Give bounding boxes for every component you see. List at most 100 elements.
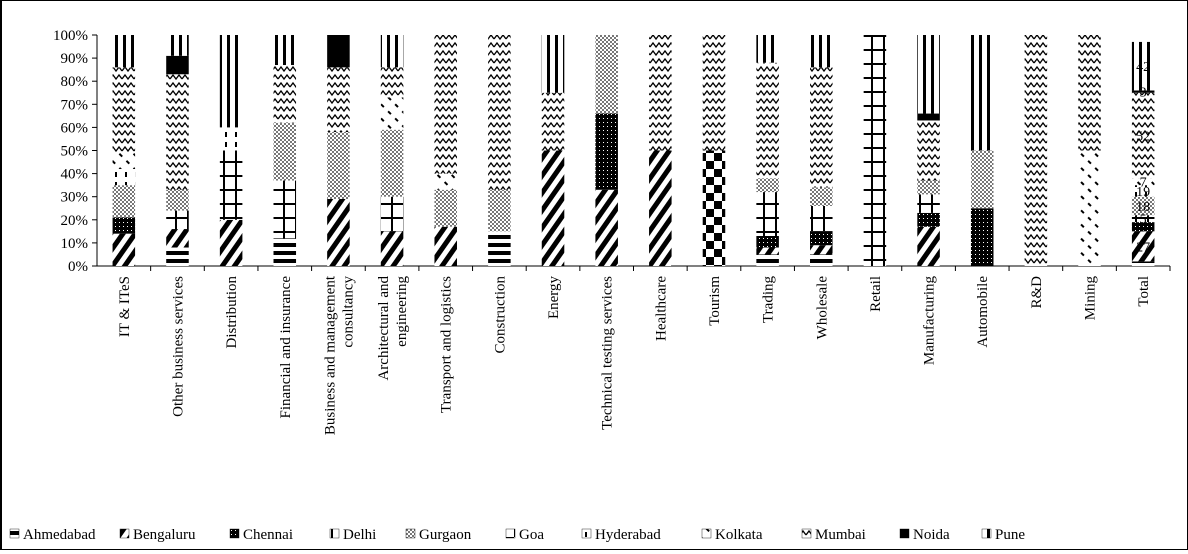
bar-segment-total-pune [1131, 41, 1155, 91]
bar-segment-manufacturing-pune [917, 35, 940, 114]
category-label-other-business-services: Other business services [170, 276, 186, 417]
bar-segment-total-chennai [1131, 222, 1155, 232]
bar-segment-architectural-and-engineering-gurgaon [380, 129, 404, 197]
legend-item-bengaluru: Bengaluru [119, 527, 196, 543]
y-tick-label: 50% [61, 144, 89, 160]
category-label-it-ites: IT & ITeS [117, 276, 133, 337]
bar-segment-distribution-bengaluru [219, 219, 243, 266]
legend-label-pune: Pune [995, 527, 1025, 543]
category-label-mining: Mining [1083, 276, 1099, 321]
bar-segment-it-ites-bengaluru [112, 233, 136, 266]
legend-label-kolkata: Kolkata [715, 527, 763, 543]
legend-swatch-kolkata [701, 528, 712, 539]
y-tick-label: 40% [61, 167, 89, 183]
bar-segment-manufacturing-chennai [917, 212, 940, 227]
y-tick-label: 0% [68, 259, 88, 275]
bars-layer [112, 35, 1155, 266]
bar-segment-trading-gurgaon [756, 178, 779, 193]
legend-swatch-mumbai [801, 528, 812, 539]
bar-segment-total-delhi [1131, 215, 1155, 223]
category-label-automobile: Automobile [975, 276, 991, 348]
bar-segment-technical-testing-services-gurgaon [595, 35, 618, 114]
bar-segment-manufacturing-noida [917, 113, 940, 121]
bar-segment-financial-and-insurance-pune [273, 35, 297, 66]
legend-item-delhi: Delhi [329, 527, 376, 543]
y-tick-label: 100% [53, 28, 88, 44]
bar-segment-wholesale-ahmedabad [810, 254, 833, 266]
bar-segment-tourism-mumbai [702, 35, 726, 151]
category-label-energy: Energy [546, 276, 562, 320]
data-label-total-kolkata: 7 [1140, 176, 1147, 191]
bar-segment-construction-ahmedabad [488, 231, 511, 266]
bar-segment-business-and-management-consultancy-noida [327, 35, 350, 68]
category-label-architectural-and-engineering: Architectural and engineering [376, 276, 410, 381]
bar-segment-wholesale-delhi [810, 205, 833, 232]
bar-segment-energy-bengaluru [541, 150, 565, 266]
bar-segment-it-ites-kolkata [112, 152, 136, 169]
y-tick-label: 60% [61, 120, 89, 136]
legend-label-bengaluru: Bengaluru [133, 527, 196, 543]
bar-segment-transport-and-logistics-kolkata [434, 173, 457, 190]
legend-swatch-gurgaon [405, 528, 416, 539]
bar-segment-healthcare-bengaluru [649, 150, 672, 266]
legend-item-pune: Pune [981, 527, 1025, 543]
legend-item-gurgaon: Gurgaon [405, 527, 472, 543]
bar-segment-distribution-delhi [219, 150, 243, 220]
bar-segment-trading-ahmedabad [756, 254, 779, 266]
data-label-total-hyderabad: 19 [1136, 185, 1150, 200]
category-labels: IT & ITeS Other business services Distribu… [117, 275, 1152, 435]
category-label-business-and-management-consultancy: Business and management consultancy [322, 275, 356, 435]
bar-segment-total-ahmedabad [1131, 261, 1155, 266]
category-label-retail: Retail [868, 276, 884, 312]
bar-segment-manufacturing-bengaluru [917, 226, 940, 266]
category-label-r-d: R&D [1029, 276, 1045, 309]
bar-segment-automobile-gurgaon [970, 150, 994, 209]
category-label-total: Total [1136, 276, 1152, 307]
bar-segment-business-and-management-consultancy-bengaluru [327, 199, 350, 266]
category-label-transport-and-logistics: Transport and logistics [439, 276, 455, 413]
category-label-tourism: Tourism [707, 276, 723, 326]
bar-segment-technical-testing-services-bengaluru [595, 189, 618, 266]
bar-segment-mining-mumbai [1078, 35, 1101, 151]
bar-segment-architectural-and-engineering-bengaluru [380, 231, 404, 266]
bar-segment-energy-pune [541, 35, 565, 93]
data-label-total-chennai: 9 [1140, 221, 1147, 236]
legend-swatch-delhi [329, 528, 340, 539]
legend: Ahmedabad Bengaluru Chennai Delhi Gurgaon Goa… [9, 527, 1025, 543]
bar-segment-manufacturing-delhi [917, 194, 940, 213]
bar-segment-automobile-pune [970, 35, 994, 151]
data-label-total-pune: 42 [1136, 60, 1150, 75]
bar-segment-other-business-services-mumbai [166, 74, 189, 190]
legend-swatch-chennai [229, 528, 240, 539]
bar-segment-distribution-hyderabad [219, 127, 243, 151]
data-label-total-gurgaon: 18 [1136, 200, 1150, 215]
legend-label-mumbai: Mumbai [815, 527, 866, 543]
bar-segment-trading-bengaluru [756, 247, 779, 255]
data-label-total-noida: 3 [1140, 86, 1147, 101]
bar-segment-it-ites-mumbai [112, 67, 136, 153]
bar-segment-wholesale-mumbai [810, 67, 833, 188]
category-label-wholesale: Wholesale [814, 276, 830, 340]
bar-segment-manufacturing-mumbai [917, 120, 940, 181]
bar-segment-tourism-goa [702, 150, 726, 266]
bar-segment-wholesale-gurgaon [810, 187, 833, 206]
legend-item-ahmedabad: Ahmedabad [9, 527, 96, 543]
bar-segment-trading-chennai [756, 235, 779, 248]
bar-segment-wholesale-pune [810, 35, 833, 68]
legend-label-delhi: Delhi [343, 527, 376, 543]
legend-item-kolkata: Kolkata [701, 527, 763, 543]
bar-segment-other-business-services-ahmedabad [166, 247, 189, 266]
bar-segment-other-business-services-bengaluru [166, 229, 189, 248]
bar-segment-business-and-management-consultancy-mumbai [327, 67, 350, 133]
legend-item-goa: Goa [505, 527, 544, 543]
bar-segment-technical-testing-services-chennai [595, 113, 618, 190]
bar-segment-other-business-services-gurgaon [166, 189, 189, 211]
bar-segment-wholesale-chennai [810, 231, 833, 246]
legend-label-chennai: Chennai [243, 527, 293, 543]
y-axis: 0% 10% 20% 30% 40% 50% 60% 70% 80% 90% 100% [53, 28, 1171, 275]
bar-segment-financial-and-insurance-delhi [273, 180, 297, 239]
bar-segment-other-business-services-noida [166, 55, 189, 75]
data-label-total-delhi: 5 [1140, 213, 1147, 228]
